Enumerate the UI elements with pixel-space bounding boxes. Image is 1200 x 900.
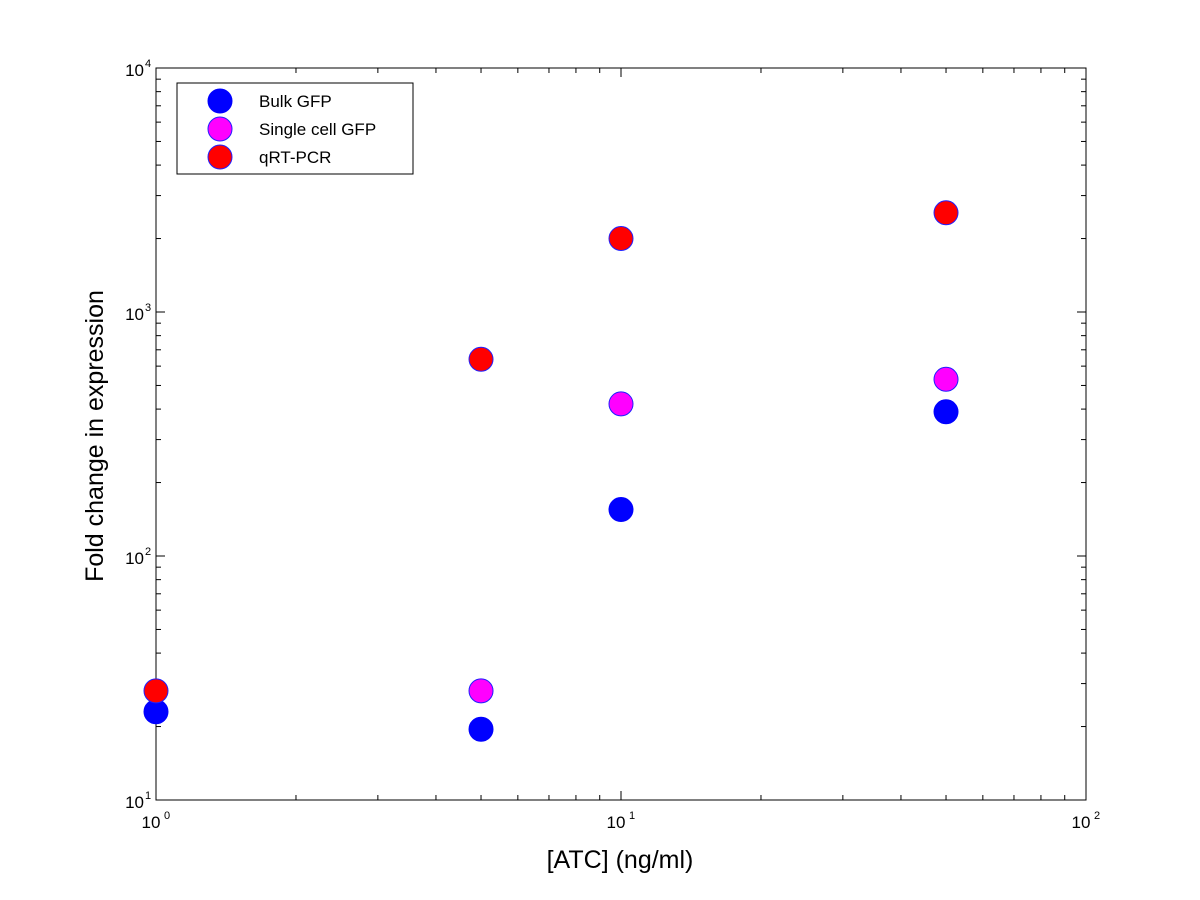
data-point	[933, 399, 959, 425]
data-point	[468, 346, 494, 372]
series-1	[468, 366, 959, 704]
data-point	[468, 716, 494, 742]
plot-area	[155, 67, 1087, 801]
y-axis-title: Fold change in expression	[81, 290, 109, 582]
data-points	[143, 200, 959, 742]
data-point	[468, 678, 494, 704]
minor-ticks	[156, 68, 1086, 800]
y-tick-label: 10	[125, 549, 144, 568]
legend-marker	[207, 88, 233, 114]
data-point	[143, 678, 169, 704]
y-tick-label: 10	[125, 61, 144, 80]
series-0	[143, 399, 959, 742]
y-tick-exponent: 1	[145, 790, 151, 802]
data-point	[933, 200, 959, 226]
x-tick-label: 10	[142, 813, 161, 832]
legend-marker	[207, 116, 233, 142]
data-point	[608, 391, 634, 417]
y-tick-label: 10	[125, 305, 144, 324]
x-tick-exponent: 0	[164, 810, 170, 822]
y-tick-exponent: 3	[145, 302, 151, 314]
data-point	[608, 497, 634, 523]
legend-label: qRT-PCR	[259, 148, 331, 167]
x-tick-labels: 10 0 10 1 10 2	[142, 810, 1101, 832]
x-tick-label: 10	[607, 813, 626, 832]
y-tick-exponent: 4	[145, 58, 151, 70]
data-point	[608, 226, 634, 252]
legend-marker	[207, 144, 233, 170]
x-axis-title: [ATC] (ng/ml)	[547, 846, 694, 874]
legend-label: Bulk GFP	[259, 92, 332, 111]
x-tick-exponent: 1	[629, 810, 635, 822]
plot-frame	[155, 67, 1087, 801]
y-tick-label: 10	[125, 793, 144, 812]
series-2	[143, 200, 959, 704]
legend-label: Single cell GFP	[259, 120, 376, 139]
legend: Bulk GFP Single cell GFP qRT-PCR	[176, 82, 414, 175]
x-tick-exponent: 2	[1094, 810, 1100, 822]
major-ticks	[155, 67, 1087, 801]
x-tick-label: 10	[1072, 813, 1091, 832]
data-point	[933, 366, 959, 392]
y-tick-exponent: 2	[145, 546, 151, 558]
